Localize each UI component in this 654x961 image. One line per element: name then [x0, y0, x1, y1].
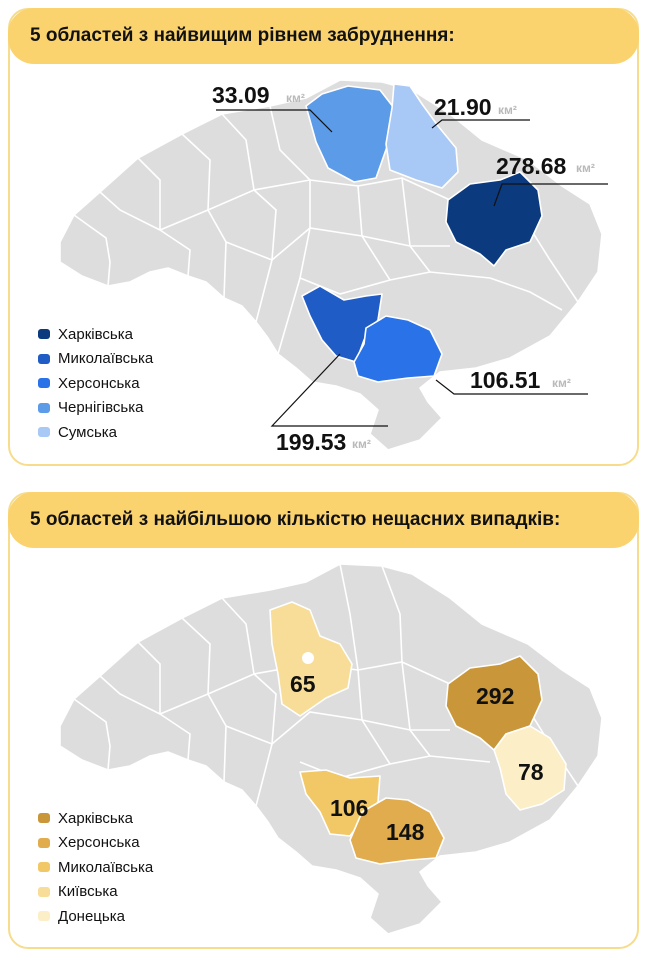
legend-label: Миколаївська [58, 858, 154, 876]
legend-swatch [38, 353, 50, 364]
kyiv-city [302, 652, 314, 664]
legend-swatch [38, 402, 50, 413]
legend-label: Сумська [58, 423, 118, 441]
label-kharkiv-value: 278.68 [496, 153, 567, 179]
legend-label: Київська [58, 883, 118, 901]
region-donetsk [493, 725, 567, 811]
legend-label: Харківська [58, 325, 133, 343]
label-kherson-unit: км² [552, 376, 571, 390]
label-sumy-value: 21.90 [434, 94, 492, 120]
legend-item: Київська [38, 880, 153, 905]
pollution-panel: 5 областей з найвищим рівнем забруднення… [8, 8, 639, 466]
legend-label: Донецька [58, 907, 125, 925]
pollution-legend: Харківська Миколаївська Херсонська Черні… [38, 322, 153, 445]
pollution-map: 33.09 км² 21.90 км² 278.68 км² 106.51 км… [59, 79, 608, 455]
legend-swatch [38, 911, 50, 922]
label-kherson-value: 148 [386, 819, 425, 845]
region-borders [73, 105, 579, 355]
legend-swatch [38, 329, 50, 340]
legend-item: Донецька [38, 904, 153, 929]
region-sumy [385, 83, 459, 189]
label-chernihiv-unit: км² [286, 91, 305, 105]
region-kherson [353, 315, 443, 383]
legend-item: Миколаївська [38, 855, 153, 880]
legend-label: Херсонська [58, 374, 140, 392]
legend-item: Чернігівська [38, 396, 153, 421]
legend-item: Херсонська [38, 831, 153, 856]
label-kherson-value: 106.51 [470, 367, 541, 393]
label-kharkiv-unit: км² [576, 161, 595, 175]
legend-swatch [38, 862, 50, 873]
legend-item: Харківська [38, 806, 153, 831]
label-donetsk-value: 78 [518, 759, 544, 785]
accidents-panel-title: 5 областей з найбільшою кількістю нещасн… [8, 492, 639, 548]
region-kherson [349, 797, 445, 865]
accidents-map: 65 292 78 106 148 [59, 563, 603, 935]
legend-item: Херсонська [38, 371, 153, 396]
legend-label: Харківська [58, 809, 133, 827]
legend-swatch [38, 427, 50, 438]
legend-item: Харківська [38, 322, 153, 347]
label-sumy-unit: км² [498, 103, 517, 117]
region-kharkiv [445, 171, 543, 267]
legend-swatch [38, 837, 50, 848]
label-mykolaiv-value: 199.53 [276, 429, 346, 455]
pollution-panel-title: 5 областей з найвищим рівнем забруднення… [8, 8, 639, 64]
label-mykolaiv-value: 106 [330, 795, 368, 821]
label-kharkiv-value: 292 [476, 683, 514, 709]
label-kyiv-value: 65 [290, 671, 316, 697]
legend-item: Сумська [38, 420, 153, 445]
legend-item: Миколаївська [38, 347, 153, 372]
accidents-panel: 5 областей з найбільшою кількістю нещасн… [8, 492, 639, 949]
legend-swatch [38, 813, 50, 824]
ukraine-base-map [59, 563, 603, 935]
accidents-legend: Харківська Херсонська Миколаївська Київс… [38, 806, 153, 929]
legend-label: Херсонська [58, 834, 140, 852]
ukraine-base-map [59, 79, 603, 451]
label-mykolaiv-unit: км² [352, 437, 371, 451]
legend-swatch [38, 378, 50, 389]
legend-swatch [38, 886, 50, 897]
region-borders [73, 563, 579, 807]
legend-label: Чернігівська [58, 399, 144, 417]
label-chernihiv-value: 33.09 [212, 82, 270, 108]
legend-label: Миколаївська [58, 350, 154, 368]
